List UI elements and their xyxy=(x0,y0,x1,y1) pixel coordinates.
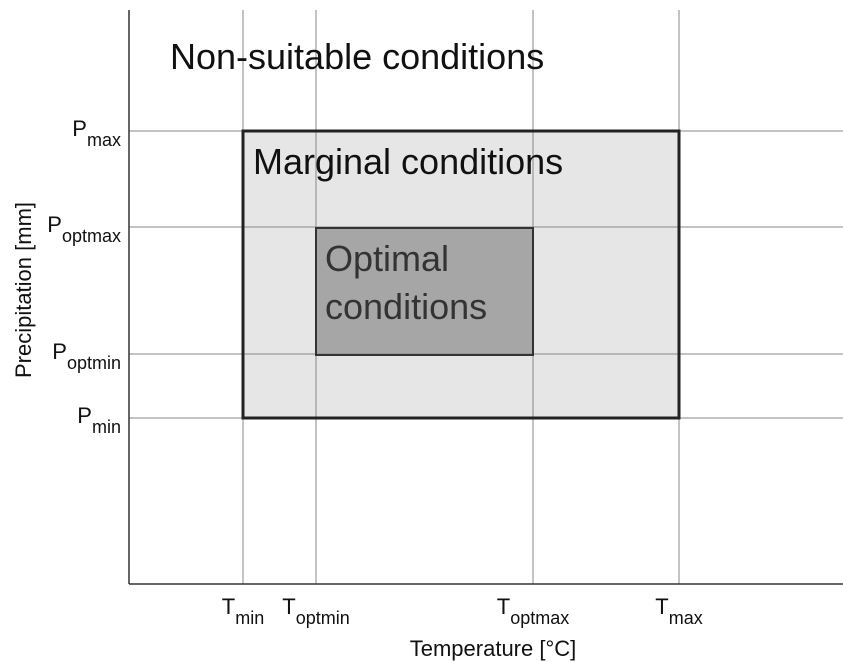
y-tick-label: Poptmin xyxy=(52,339,121,373)
region-label: Marginal conditions xyxy=(253,141,563,182)
tick-subscript: min xyxy=(235,608,264,628)
tick-symbol: P xyxy=(72,116,87,141)
optimal-border xyxy=(315,227,534,356)
tick-symbol: P xyxy=(52,339,67,364)
region-label: Optimal xyxy=(325,238,449,279)
tick-subscript: optmax xyxy=(510,608,569,628)
axes xyxy=(128,10,843,585)
y-axis-label: Precipitation [mm] xyxy=(11,202,36,378)
x-axis-label: Temperature [°C] xyxy=(410,636,577,661)
tick-subscript: min xyxy=(92,417,121,437)
tick-symbol: T xyxy=(222,594,235,619)
x-tick-label: Tmin xyxy=(222,594,264,628)
tick-subscript: max xyxy=(669,608,703,628)
tick-symbol: T xyxy=(497,594,510,619)
region-label: Non-suitable conditions xyxy=(170,36,544,77)
tick-subscript: optmin xyxy=(296,608,350,628)
x-tick-label: Toptmin xyxy=(282,594,349,628)
y-tick-label: Pmin xyxy=(77,403,121,437)
marginal-border xyxy=(241,129,681,420)
tick-subscript: max xyxy=(87,130,121,150)
tick-symbol: P xyxy=(47,212,62,237)
tick-symbol: T xyxy=(655,594,668,619)
optimal-region xyxy=(316,228,533,355)
x-tick-label: Tmax xyxy=(655,594,702,628)
region-label: conditions xyxy=(325,286,487,327)
tick-subscript: optmin xyxy=(67,353,121,373)
tick-symbol: T xyxy=(282,594,295,619)
y-tick-label: Poptmax xyxy=(47,212,121,246)
tick-subscript: optmax xyxy=(62,226,121,246)
tick-symbol: P xyxy=(77,403,92,428)
x-tick-label: Toptmax xyxy=(497,594,569,628)
y-tick-label: Pmax xyxy=(72,116,121,150)
